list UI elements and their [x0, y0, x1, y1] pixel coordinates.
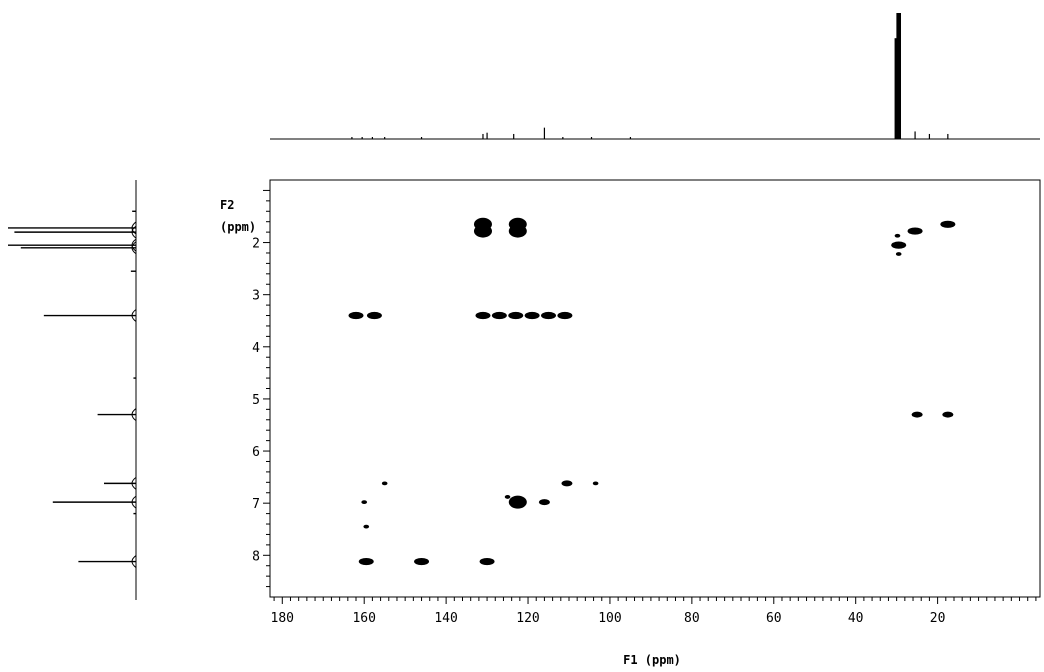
correlation-peak [348, 311, 364, 320]
left-projection-peak-shoulder [131, 238, 137, 252]
correlation-peak [366, 311, 382, 320]
x-tick-label: 120 [516, 611, 539, 626]
top-projection-peak [543, 127, 546, 139]
correlation-peak [361, 500, 368, 505]
correlation-peak [504, 495, 511, 499]
y-axis-title-line1: F2 [220, 198, 234, 212]
plot-border [269, 179, 1041, 598]
y-tick-label: 4 [252, 341, 260, 356]
top-projection-peak [894, 38, 898, 140]
x-tick-label: 180 [271, 611, 294, 626]
correlation-peak [538, 499, 550, 506]
left-projection-peak-shoulder [131, 495, 137, 509]
correlation-peak [942, 411, 954, 418]
x-tick-label: 80 [684, 611, 700, 626]
correlation-peak [491, 311, 507, 320]
top-projection-peak [928, 133, 931, 139]
correlation-peak [911, 411, 923, 418]
correlation-peak [940, 220, 956, 228]
x-axis-title: F1 (ppm) [623, 653, 681, 667]
y-axis-title-line2: (ppm) [220, 220, 256, 234]
left-projection-peak-shoulder [131, 555, 137, 568]
correlation-peak [473, 224, 492, 238]
y-tick-label: 5 [252, 393, 260, 408]
left-projection-peak-shoulder [131, 309, 137, 322]
left-projection-peak-shoulder [131, 476, 137, 490]
top-projection-peak [914, 131, 916, 139]
y-tick-label: 3 [252, 289, 260, 304]
correlation-peak [363, 524, 370, 529]
top-projection-peak [361, 137, 363, 139]
left-projection-peak-shoulder [131, 225, 137, 239]
correlation-peak [541, 311, 557, 320]
top-projection-peak [371, 137, 373, 139]
y-tick-label: 6 [252, 445, 260, 460]
top-projection-trace [270, 13, 1040, 140]
top-projection-peak [384, 137, 386, 139]
correlation-peak [475, 311, 491, 320]
top-projection-peak [482, 133, 484, 139]
correlation-peak [592, 481, 599, 486]
x-tick-label: 40 [848, 611, 864, 626]
correlation-peak [524, 311, 540, 320]
correlation-peak [414, 557, 430, 566]
top-projection-peak [590, 137, 593, 139]
correlation-peak [508, 495, 527, 509]
y-tick-label: 7 [252, 497, 260, 512]
x-tick-label: 140 [434, 611, 457, 626]
y-tick-label: 2 [252, 237, 260, 252]
correlation-peak [561, 480, 573, 487]
x-axis-ticks: 180 160 140 120 100 80 60 40 20 [271, 597, 1037, 626]
top-projection-peak [351, 137, 353, 139]
left-projection-peak-shoulder [131, 221, 137, 235]
x-tick-label: 20 [930, 611, 946, 626]
top-projection-peak [947, 133, 949, 139]
correlation-peak [358, 557, 374, 566]
correlation-peak [381, 481, 388, 486]
correlation-peak [891, 241, 907, 249]
correlation-peak [508, 311, 524, 320]
correlation-peak [479, 557, 495, 566]
correlation-peak [508, 224, 527, 238]
correlation-peak [907, 227, 923, 235]
top-projection-peak [513, 133, 515, 139]
top-projection-peak [486, 132, 488, 139]
correlation-peaks [348, 217, 956, 566]
y-axis-ticks: 2 3 4 5 6 7 8 [252, 189, 270, 588]
top-projection-peak [562, 137, 564, 139]
top-projection-peak [896, 13, 902, 139]
x-tick-label: 100 [598, 611, 621, 626]
left-projection-trace [8, 180, 137, 600]
y-tick-label: 8 [252, 549, 260, 564]
x-tick-label: 60 [766, 611, 782, 626]
top-projection-peak [629, 137, 632, 139]
plot-frame [269, 179, 1041, 598]
left-projection-peak-shoulder [131, 408, 137, 421]
left-projection-peak-shoulder [131, 241, 137, 255]
x-tick-label: 160 [352, 611, 375, 626]
correlation-peak [557, 311, 573, 320]
top-projection-peak [420, 137, 423, 139]
correlation-peak [894, 233, 901, 238]
correlation-peak [895, 252, 902, 256]
